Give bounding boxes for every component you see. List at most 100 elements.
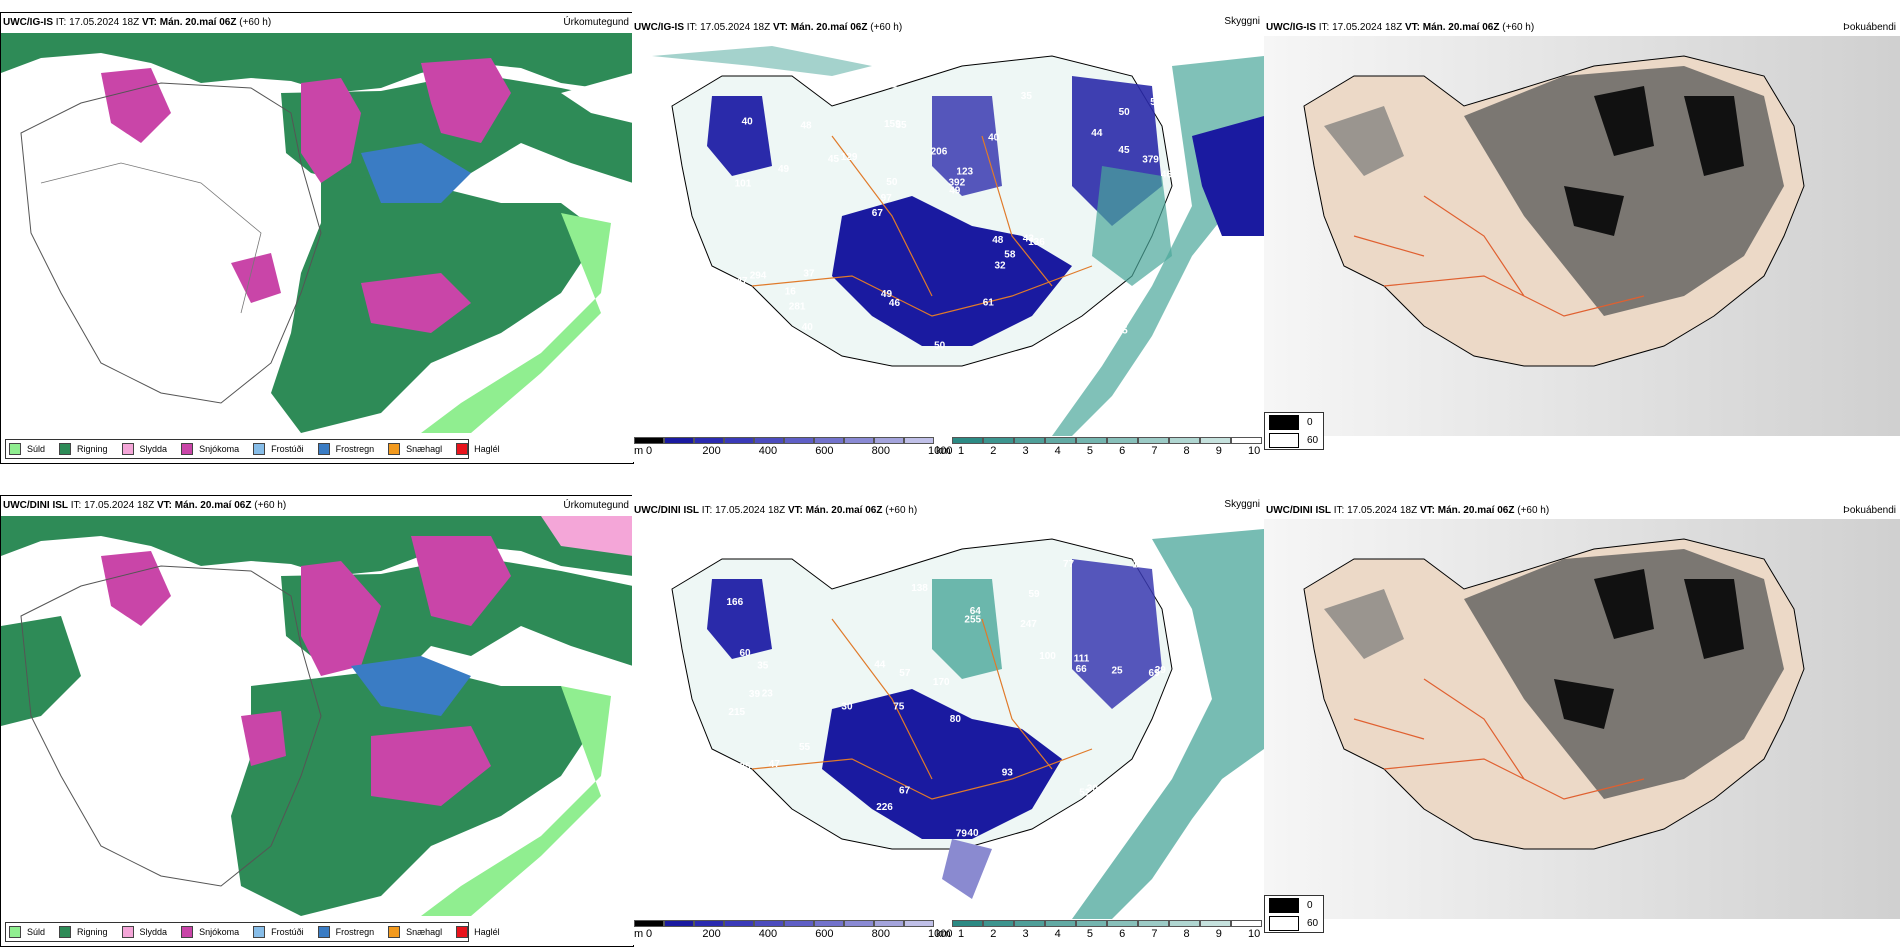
precip-legend-item: Frostúði xyxy=(253,926,304,938)
visibility-label: 64 xyxy=(970,606,982,617)
scale-segment xyxy=(634,437,664,444)
legend-swatch xyxy=(59,926,72,938)
scale-segment xyxy=(754,437,784,444)
cloud-panel-top: UWC/IG-IS IT: 17.05.2024 18Z VT: Mán. 20… xyxy=(632,12,1264,462)
scale-tick: 400 xyxy=(758,445,778,457)
visibility-label: 67 xyxy=(872,208,884,219)
visibility-label: 54 xyxy=(851,555,863,566)
legend-label: Slydda xyxy=(139,444,168,454)
visibility-label: 59 xyxy=(1029,589,1041,600)
precip-legend-item: Snjókoma xyxy=(181,443,239,455)
legend-swatch xyxy=(1269,414,1299,430)
visibility-label: 47 xyxy=(737,276,749,287)
precip-legend-item: Frostregn xyxy=(317,443,374,455)
precip-legend-item: Snæhagl xyxy=(388,443,442,455)
scale-tick: 0 xyxy=(646,928,653,940)
cloud-map: 54 59 69 75 80 23 166 247 215 255 170 129 61 30 79 40 67… xyxy=(632,519,1264,919)
visibility-label: 94 xyxy=(757,345,769,356)
scale-segment xyxy=(952,920,983,927)
scale-tick: 1000 xyxy=(928,445,953,457)
visibility-label: 75 xyxy=(893,702,905,713)
visibility-label: 105 xyxy=(1157,754,1174,765)
visibility-label: 40 xyxy=(802,322,814,333)
scale-segment xyxy=(1076,920,1107,927)
legend-swatch xyxy=(456,443,469,455)
scale-segment xyxy=(1200,437,1231,444)
scale-segment xyxy=(814,437,844,444)
visibility-label: 45 xyxy=(710,755,722,766)
scale-tick: 10 xyxy=(1248,928,1261,940)
legend-swatch xyxy=(253,443,266,455)
precip-legend-item: Frostregn xyxy=(317,926,374,938)
scale-segment xyxy=(1014,920,1045,927)
legend-label: Snæhagl xyxy=(406,927,443,937)
scale-tick: 6 xyxy=(1119,445,1126,457)
visibility-label: 101 xyxy=(735,178,752,189)
legend-label: 60 xyxy=(1307,434,1319,446)
precip-legend-item: Rigning xyxy=(59,926,108,938)
cloud-scale: m 0 200 400 600 800 1000 km 1 2 3 4 5 6 7 8 9 10 xyxy=(634,920,1262,941)
legend-swatch xyxy=(1269,915,1299,931)
panel-header: UWC/DINI ISL IT: 17.05.2024 18Z VT: Mán.… xyxy=(634,505,918,516)
visibility-label: 379 xyxy=(1142,155,1159,166)
visibility-label: 59 xyxy=(757,330,769,341)
visibility-label: 170 xyxy=(933,677,950,688)
visibility-label: 39 xyxy=(749,689,761,700)
visibility-label: 40 xyxy=(1105,295,1117,306)
visibility-label: 40 xyxy=(988,133,1000,144)
legend-swatch xyxy=(317,926,330,938)
scale-tick: 600 xyxy=(815,445,834,457)
param-title: Úrkomutegund xyxy=(563,17,629,28)
panel-header: UWC/IG-IS IT: 17.05.2024 18Z VT: Mán. 20… xyxy=(1266,22,1535,33)
scale-tick: 1000 xyxy=(928,928,953,940)
scale-segment xyxy=(904,920,934,927)
scale-tick: 4 xyxy=(1054,445,1061,457)
visibility-label: 50 xyxy=(934,341,946,352)
scale-tick: 8 xyxy=(1183,445,1190,457)
precip-legend-item: Snjókoma xyxy=(181,926,239,938)
visibility-label: 48 xyxy=(801,120,813,131)
param-title: Skyggni xyxy=(1224,16,1260,27)
scale-segment xyxy=(1138,920,1169,927)
visibility-label: 79 xyxy=(956,829,968,840)
precip-legend-item: Frostúði xyxy=(253,443,304,455)
legend-swatch xyxy=(1269,432,1299,448)
scale-unit: km xyxy=(936,928,951,940)
visibility-label: 129 xyxy=(742,816,759,827)
scale-segment xyxy=(1200,920,1231,927)
visibility-label: 97 xyxy=(881,193,893,204)
panel-header: UWC/DINI ISL IT: 17.05.2024 18Z VT: Mán.… xyxy=(3,500,287,511)
scale-segment xyxy=(784,437,814,444)
visibility-label: 44 xyxy=(1091,128,1103,139)
visibility-label: 50 xyxy=(886,177,898,188)
fog-map xyxy=(1264,36,1900,436)
scale-segment xyxy=(844,437,874,444)
precip-legend-item: Slydda xyxy=(121,443,168,455)
legend-swatch xyxy=(181,926,194,938)
scale-tick: 10 xyxy=(1248,445,1261,457)
param-title: Skyggni xyxy=(1224,499,1260,510)
legend-label: Rigning xyxy=(77,927,108,937)
scale-segment xyxy=(1076,437,1107,444)
scale-segment xyxy=(983,920,1014,927)
precip-legend-item: Súld xyxy=(9,443,45,455)
scale-tick: 200 xyxy=(702,445,721,457)
legend-label: Haglél xyxy=(474,444,500,454)
scale-tick: 9 xyxy=(1215,928,1222,940)
visibility-label: 77 xyxy=(1063,559,1075,570)
visibility-label: 57 xyxy=(899,668,911,679)
scale-tick: 6 xyxy=(1119,928,1126,940)
fog-legend-item: 60 xyxy=(1265,431,1323,449)
legend-label: 60 xyxy=(1307,917,1319,929)
scale-segment xyxy=(952,437,983,444)
scale-segment xyxy=(664,920,694,927)
precip-panel-top: UWC/IG-IS IT: 17.05.2024 18Z VT: Mán. 20… xyxy=(0,12,634,464)
legend-label: Súld xyxy=(27,444,46,454)
visibility-label: 61 xyxy=(840,567,852,578)
visibility-label: 49 xyxy=(881,289,893,300)
scale-tick: 800 xyxy=(871,928,890,940)
visibility-label: 215 xyxy=(728,707,745,718)
param-title: Þokuábendi xyxy=(1843,22,1896,33)
fog-panel-bottom: UWC/DINI ISL IT: 17.05.2024 18Z VT: Mán.… xyxy=(1264,495,1900,945)
scale-segment xyxy=(1169,920,1200,927)
